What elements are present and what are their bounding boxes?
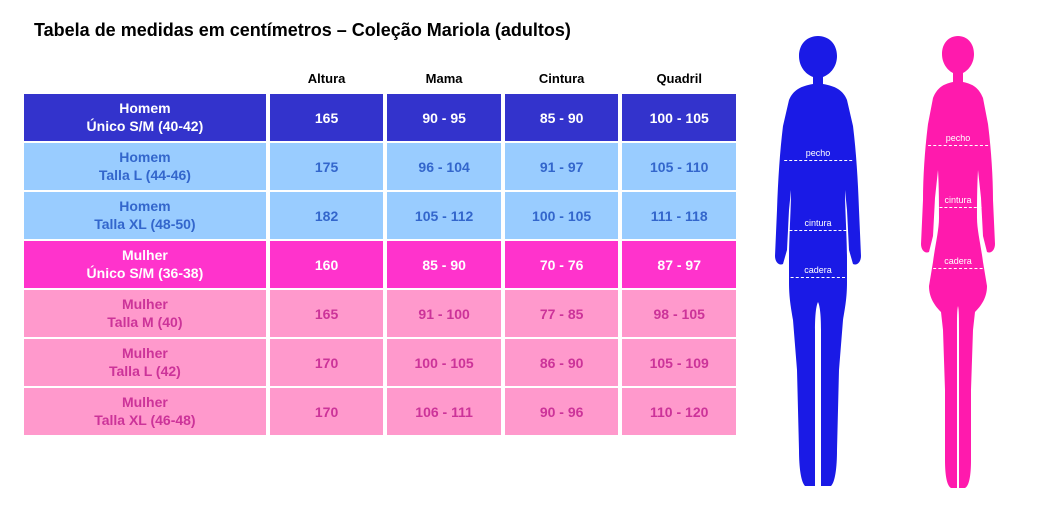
cell: 77 - 85: [505, 290, 619, 337]
header-col: Mama: [387, 65, 501, 92]
sizing-table: Altura Mama Cintura Quadril Homem Único S…: [20, 63, 740, 437]
table-header-row: Altura Mama Cintura Quadril: [24, 65, 736, 92]
measurement-label-text: pecho: [806, 148, 831, 158]
row-label-bottom: Talla XL (48-50): [28, 216, 262, 234]
row-label-top: Mulher: [122, 296, 168, 312]
measurement-line: [935, 207, 982, 208]
row-label-top: Mulher: [122, 247, 168, 263]
cell: 85 - 90: [505, 94, 619, 141]
cell: 105 - 112: [387, 192, 501, 239]
table-row: Mulher Talla L (42) 170100 - 10586 - 90105…: [24, 339, 736, 386]
measurement-label: cadera: [923, 256, 993, 269]
cell: 175: [270, 143, 384, 190]
cell: 70 - 76: [505, 241, 619, 288]
header-blank: [24, 65, 266, 92]
cell: 100 - 105: [387, 339, 501, 386]
page-title: Tabela de medidas em centímetros – Coleç…: [34, 20, 740, 41]
row-label-top: Mulher: [122, 345, 168, 361]
row-label: Mulher Talla L (42): [24, 339, 266, 386]
table-row: Mulher Único S/M (36-38) 16085 - 9070 - 76…: [24, 241, 736, 288]
measurement-label: pecho: [784, 148, 852, 161]
body-diagrams: pecho cintura cadera pecho cintura cadera: [740, 20, 1036, 500]
cell: 100 - 105: [505, 192, 619, 239]
cell: 100 - 105: [622, 94, 736, 141]
cell: 170: [270, 388, 384, 435]
cell: 85 - 90: [387, 241, 501, 288]
row-label: Mulher Talla M (40): [24, 290, 266, 337]
measurement-line: [789, 230, 846, 231]
table-row: Mulher Talla M (40) 16591 - 10077 - 8598 -…: [24, 290, 736, 337]
row-label-bottom: Único S/M (40-42): [28, 118, 262, 136]
cell: 91 - 97: [505, 143, 619, 190]
row-label: Mulher Talla XL (46-48): [24, 388, 266, 435]
header-col: Altura: [270, 65, 384, 92]
row-label: Homem Talla L (44-46): [24, 143, 266, 190]
cell: 96 - 104: [387, 143, 501, 190]
row-label: Mulher Único S/M (36-38): [24, 241, 266, 288]
cell: 160: [270, 241, 384, 288]
measurement-label-text: cintura: [944, 195, 971, 205]
cell: 165: [270, 290, 384, 337]
row-label-top: Homem: [119, 149, 170, 165]
cell: 87 - 97: [622, 241, 736, 288]
cell: 165: [270, 94, 384, 141]
male-silhouette: pecho cintura cadera: [753, 30, 883, 500]
table-row: Mulher Talla XL (46-48) 170106 - 11190 - 9…: [24, 388, 736, 435]
cell: 110 - 120: [622, 388, 736, 435]
row-label-bottom: Talla L (42): [28, 363, 262, 381]
cell: 105 - 110: [622, 143, 736, 190]
row-label-bottom: Talla L (44-46): [28, 167, 262, 185]
header-col: Cintura: [505, 65, 619, 92]
cell: 91 - 100: [387, 290, 501, 337]
row-label-bottom: Único S/M (36-38): [28, 265, 262, 283]
table-row: Homem Talla L (44-46) 17596 - 10491 - 9710…: [24, 143, 736, 190]
cell: 106 - 111: [387, 388, 501, 435]
measurement-line: [923, 268, 993, 269]
row-label-bottom: Talla XL (46-48): [28, 412, 262, 430]
row-label-top: Mulher: [122, 394, 168, 410]
measurement-label-text: cadera: [804, 265, 832, 275]
measurement-label: cadera: [780, 265, 855, 278]
measurement-line: [784, 160, 852, 161]
cell: 170: [270, 339, 384, 386]
cell: 105 - 109: [622, 339, 736, 386]
measurement-label: cintura: [935, 195, 982, 208]
cell: 98 - 105: [622, 290, 736, 337]
cell: 90 - 96: [505, 388, 619, 435]
row-label-bottom: Talla M (40): [28, 314, 262, 332]
table-row: Homem Único S/M (40-42) 16590 - 9585 - 901…: [24, 94, 736, 141]
cell: 182: [270, 192, 384, 239]
measurement-label-text: cadera: [944, 256, 972, 266]
measurement-line: [928, 145, 988, 146]
cell: 86 - 90: [505, 339, 619, 386]
cell: 111 - 118: [622, 192, 736, 239]
female-silhouette: pecho cintura cadera: [893, 30, 1023, 500]
row-label: Homem Talla XL (48-50): [24, 192, 266, 239]
cell: 90 - 95: [387, 94, 501, 141]
measurement-label: cintura: [789, 218, 846, 231]
measurement-label-text: cintura: [804, 218, 831, 228]
row-label: Homem Único S/M (40-42): [24, 94, 266, 141]
table-row: Homem Talla XL (48-50) 182105 - 112100 - 1…: [24, 192, 736, 239]
header-col: Quadril: [622, 65, 736, 92]
row-label-top: Homem: [119, 100, 170, 116]
measurement-label: pecho: [928, 133, 988, 146]
measurement-line: [780, 277, 855, 278]
row-label-top: Homem: [119, 198, 170, 214]
measurement-label-text: pecho: [946, 133, 971, 143]
